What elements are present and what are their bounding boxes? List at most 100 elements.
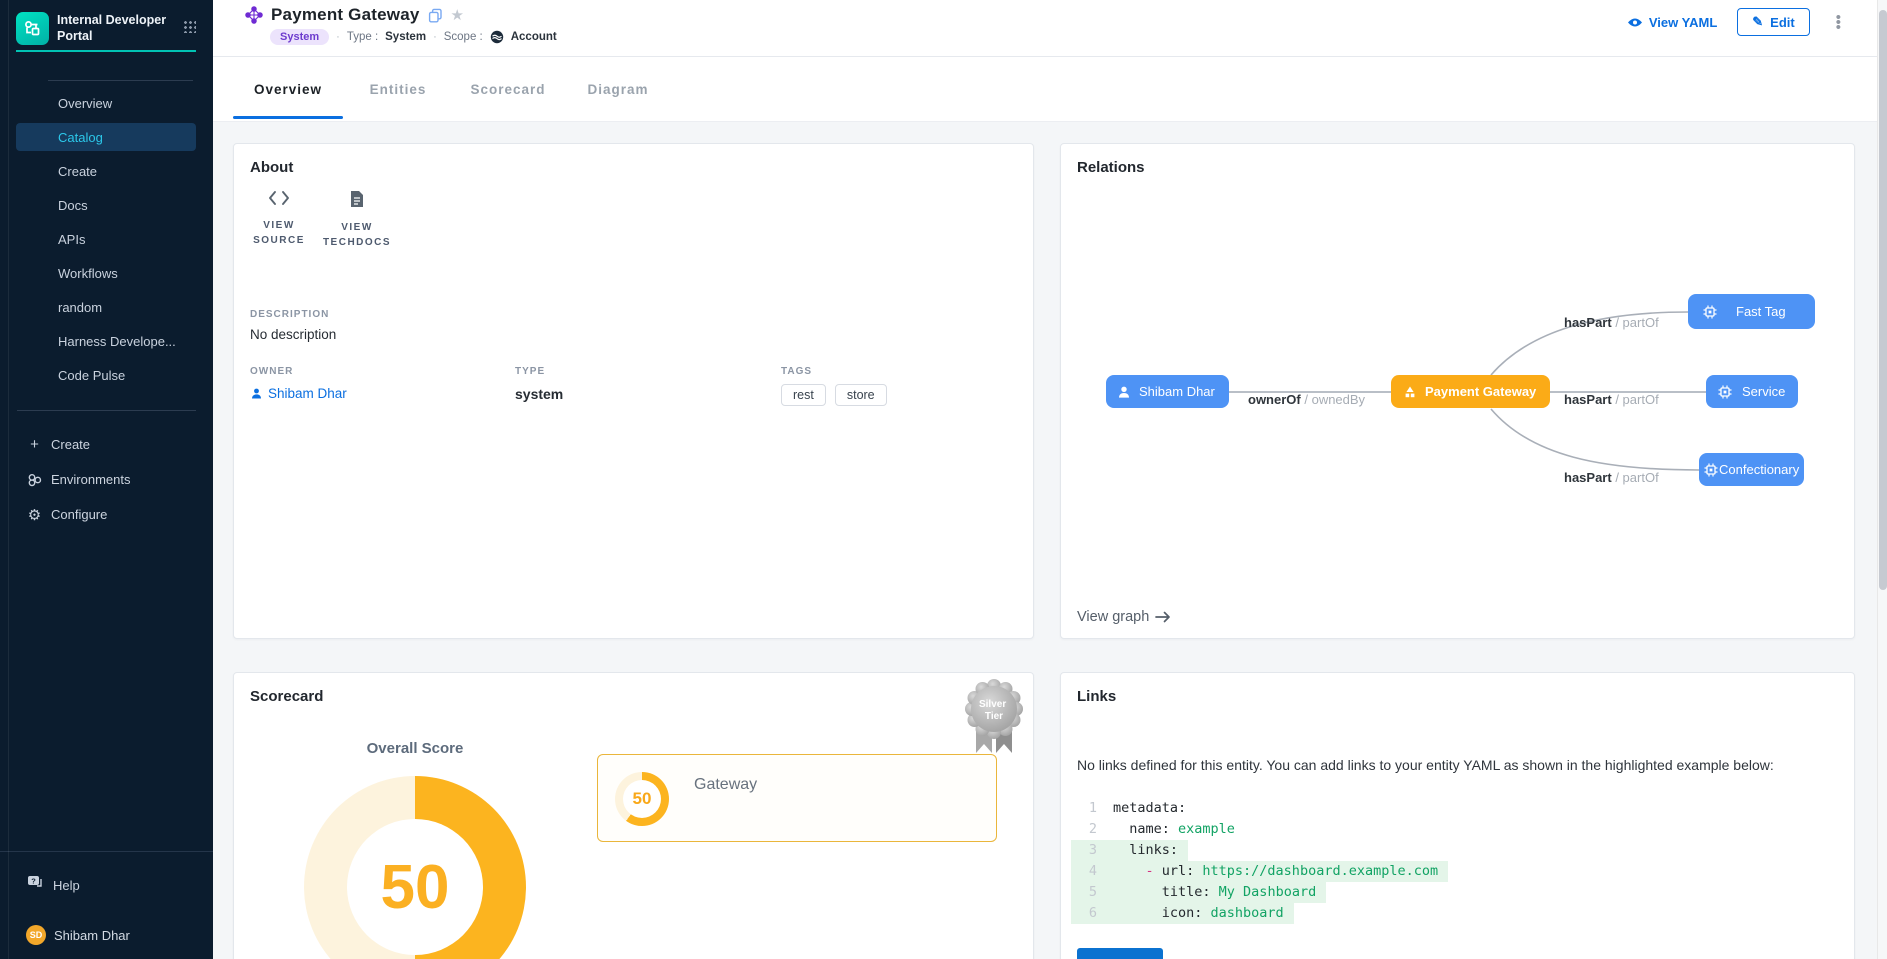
help-chat-icon: ? (27, 875, 44, 895)
type-value: System (385, 31, 427, 43)
links-action-button[interactable] (1077, 948, 1163, 959)
svg-text:Silver Tier: Silver Tier (979, 699, 1009, 722)
code-line-highlighted: 6 icon: dashboard (1071, 903, 1448, 924)
user-name: Shibam Dhar (54, 927, 130, 943)
gateway-score-name: Gateway (694, 776, 758, 793)
star-icon[interactable]: ★ (450, 7, 464, 24)
entity-meta: System · Type : System · Scope : Account (270, 29, 557, 45)
type-label: Type : (346, 31, 379, 43)
kind-badge: System (270, 29, 330, 45)
brand[interactable]: Internal Developer Portal (16, 12, 196, 45)
header-actions: View YAML ✎ Edit • • • (1627, 0, 1847, 44)
tab-entities[interactable]: Entities (369, 81, 427, 97)
yaml-example-code: 1 metadata: 2 name: example 3 links: 4- url: h… (1071, 798, 1449, 924)
scrollbar-thumb[interactable] (1879, 10, 1887, 590)
relation-node-fast-tag[interactable]: Fast Tag (1688, 294, 1815, 329)
tab-overview[interactable]: Overview (253, 81, 323, 97)
account-scope-icon (490, 30, 503, 44)
sidebar-create-button[interactable]: + Create (0, 427, 213, 462)
tab-scorecard[interactable]: Scorecard (470, 81, 546, 97)
entity-tabs: Overview Entities Scorecard Diagram (213, 57, 1877, 122)
scorecard-gateway-tile[interactable]: 50 Gateway (597, 754, 997, 842)
overall-score-value: 50 (380, 852, 450, 922)
code-line: 2 name: example (1088, 821, 1235, 837)
portal-logo-icon (16, 12, 49, 45)
edge-label-haspart: hasPart / partOf (1564, 392, 1659, 407)
edge-label-haspart: hasPart / partOf (1564, 470, 1659, 485)
edit-button[interactable]: ✎ Edit (1737, 8, 1810, 36)
tags-field: TAGS rest store (781, 366, 1010, 406)
gateway-score-donut: 50 (615, 772, 669, 826)
sidebar-item-random[interactable]: random (58, 299, 103, 315)
about-title: About (250, 159, 294, 176)
relation-node-service[interactable]: Service (1706, 375, 1799, 408)
entity-title-block: Payment Gateway ★ System · Type : System… (245, 5, 557, 45)
plus-icon: + (30, 436, 39, 453)
view-source-button[interactable]: VIEW SOURCE (240, 190, 318, 250)
overall-score-donut: 50 (304, 776, 526, 959)
scope-label: Scope : (443, 31, 483, 43)
chip-icon (1703, 305, 1717, 318)
owner-link[interactable]: Shibam Dhar (250, 386, 515, 401)
sidebar-divider (48, 80, 193, 81)
view-yaml-button[interactable]: View YAML (1627, 15, 1717, 30)
description-value: No description (250, 327, 337, 342)
brand-accent-rule (16, 50, 196, 52)
sidebar-actions: + Create Environments ⚙ Configure (0, 427, 213, 532)
pencil-icon: ✎ (1752, 14, 1764, 29)
description-field: DESCRIPTION No description (250, 309, 337, 342)
tag-chip[interactable]: store (834, 384, 887, 406)
code-line: 1 metadata: (1088, 800, 1187, 816)
sidebar-configure-button[interactable]: ⚙ Configure (27, 506, 108, 524)
sidebar-item-workflows[interactable]: Workflows (58, 265, 118, 281)
more-options-kebab-icon[interactable]: • • • (1835, 8, 1841, 36)
user-menu[interactable]: SD Shibam Dhar (0, 922, 213, 948)
sidebar-nav: Overview Catalog Create Docs APIs Workfl… (0, 86, 213, 392)
relations-title: Relations (1077, 159, 1145, 176)
tag-chip[interactable]: rest (781, 384, 826, 406)
tab-diagram[interactable]: Diagram (587, 81, 649, 97)
sidebar-footer-divider (0, 851, 213, 852)
type-field: TYPE system (515, 366, 564, 402)
relation-node-confectionary[interactable]: Confectionary (1699, 453, 1805, 486)
sidebar-item-overview[interactable]: Overview (58, 95, 113, 111)
sidebar-item-docs[interactable]: Docs (58, 197, 88, 213)
sidebar: Internal Developer Portal Overview Catal… (0, 0, 213, 959)
sidebar-item-code-pulse[interactable]: Code Pulse (58, 367, 126, 383)
scorecard-title: Scorecard (250, 688, 324, 705)
sidebar-item-harness-developer[interactable]: Harness Develope... (58, 333, 176, 349)
sidebar-item-create[interactable]: Create (58, 163, 98, 179)
relations-edges (1228, 311, 1706, 471)
edge-label-ownerof: ownerOf / ownedBy (1248, 392, 1366, 407)
about-card: About VIEW SOURCE VIEW TECHDOCS (233, 143, 1034, 639)
sidebar-item-apis[interactable]: APIs (58, 231, 86, 247)
flow-glyph (25, 21, 40, 36)
person-icon (1119, 386, 1129, 398)
svg-text:?: ? (31, 876, 36, 885)
view-techdocs-button[interactable]: VIEW TECHDOCS (318, 190, 396, 250)
chip-icon (1718, 385, 1732, 398)
relation-node-owner[interactable]: Shibam Dhar (1106, 375, 1229, 408)
help-button[interactable]: ? Help (0, 872, 213, 898)
gear-icon: ⚙ (27, 506, 42, 524)
edge-label-haspart: hasPart / partOf (1564, 315, 1659, 330)
main-area: Payment Gateway ★ System · Type : System… (213, 0, 1877, 959)
active-tab-underline (233, 115, 343, 119)
relation-node-payment-gateway[interactable]: Payment Gateway (1391, 375, 1551, 408)
code-line-highlighted: 3 links: (1071, 840, 1448, 861)
document-icon (351, 191, 363, 207)
environments-icon (26, 472, 43, 488)
chip-icon (1704, 463, 1718, 476)
overall-score-label: Overall Score (366, 740, 464, 757)
eye-icon (1627, 18, 1642, 26)
view-graph-link[interactable]: View graph (1077, 609, 1171, 625)
sidebar-environments-button[interactable]: Environments (0, 462, 213, 497)
sidebar-item-catalog[interactable]: Catalog (0, 120, 213, 154)
avatar: SD (26, 925, 46, 945)
silver-tier-badge: Silver Tier (965, 679, 1023, 753)
overview-content: About VIEW SOURCE VIEW TECHDOCS (213, 122, 1877, 959)
copy-icon[interactable] (428, 8, 443, 23)
person-icon (252, 388, 261, 399)
apps-grid-icon[interactable] (183, 20, 196, 33)
arrow-right-icon (1155, 611, 1171, 623)
